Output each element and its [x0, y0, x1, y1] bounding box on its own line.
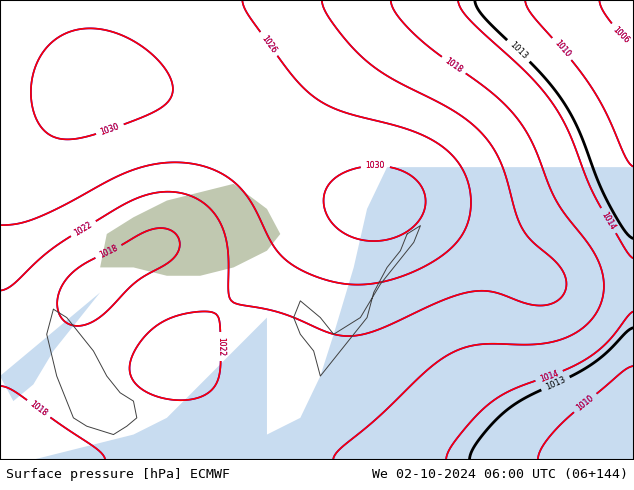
Text: 1010: 1010 — [552, 39, 572, 59]
Text: 1030: 1030 — [366, 161, 385, 171]
Text: 1026: 1026 — [260, 33, 278, 54]
Text: 1018: 1018 — [29, 399, 49, 418]
Text: 1010: 1010 — [575, 393, 595, 413]
Polygon shape — [100, 184, 280, 276]
Text: We 02-10-2024 06:00 UTC (06+144): We 02-10-2024 06:00 UTC (06+144) — [372, 468, 628, 481]
Text: 1030: 1030 — [366, 161, 385, 171]
Text: 1006: 1006 — [611, 24, 631, 45]
Text: 1014: 1014 — [600, 210, 618, 231]
Text: 1022: 1022 — [216, 337, 225, 356]
Polygon shape — [0, 318, 267, 460]
Text: 1026: 1026 — [260, 33, 278, 54]
Text: 1022: 1022 — [73, 220, 94, 238]
Text: 1010: 1010 — [552, 39, 572, 59]
Text: 1013: 1013 — [508, 40, 529, 61]
Text: 1014: 1014 — [600, 210, 618, 231]
Polygon shape — [0, 293, 100, 401]
Polygon shape — [254, 167, 634, 460]
Text: 1006: 1006 — [611, 24, 631, 45]
Text: 1030: 1030 — [100, 122, 120, 137]
Text: Surface pressure [hPa] ECMWF: Surface pressure [hPa] ECMWF — [6, 468, 230, 481]
Text: 1018: 1018 — [98, 244, 119, 260]
Text: 1018: 1018 — [443, 56, 464, 74]
Text: 1018: 1018 — [29, 399, 49, 418]
Text: 1014: 1014 — [539, 368, 560, 384]
Text: 1022: 1022 — [73, 220, 94, 238]
Text: 1010: 1010 — [575, 393, 595, 413]
Text: 1018: 1018 — [98, 244, 119, 260]
Text: 1030: 1030 — [100, 122, 120, 137]
Text: 1018: 1018 — [443, 56, 464, 74]
Text: 1022: 1022 — [216, 337, 225, 356]
Text: 1013: 1013 — [544, 375, 567, 392]
Text: 1014: 1014 — [539, 368, 560, 384]
